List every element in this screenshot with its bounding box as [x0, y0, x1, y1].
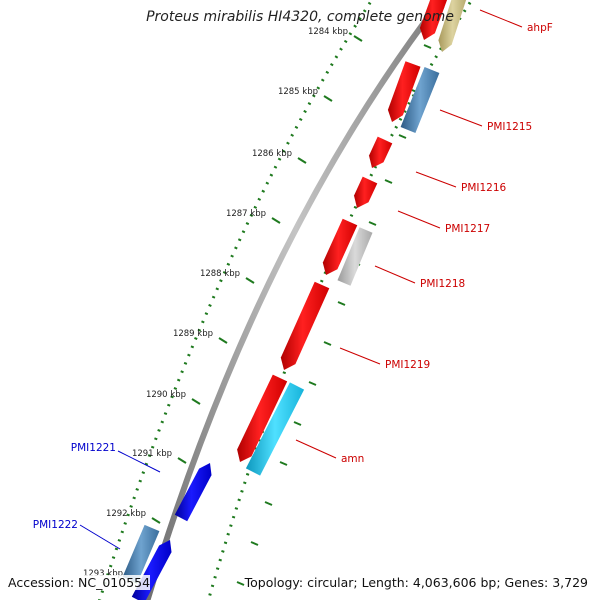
- leader-line: [415, 171, 457, 188]
- leader-line: [479, 9, 523, 28]
- gene-PMI1221: [174, 463, 212, 522]
- minor-tick: [293, 421, 302, 426]
- genome-backbone: [144, 0, 445, 600]
- gene-label: PMI1221: [71, 442, 116, 454]
- gene-PMI1217: [354, 176, 378, 208]
- minor-tick: [279, 461, 288, 466]
- gene-ahpF: [438, 0, 467, 52]
- gene-label: PMI1216: [461, 182, 507, 194]
- minor-tick: [384, 179, 393, 184]
- tick-label: 1285 kbp: [278, 87, 318, 97]
- gene-PMI1216: [369, 136, 393, 168]
- tick-label: 1286 kbp: [252, 149, 292, 159]
- minor-tick: [368, 221, 377, 226]
- gene-label: PMI1222: [33, 519, 78, 531]
- gene-label: PMI1217: [445, 223, 490, 235]
- tick-mark: [151, 517, 161, 524]
- gene-PMI1218: [337, 227, 373, 286]
- map-title: Proteus mirabilis HI4320, complete genom…: [146, 9, 454, 25]
- tick-label: 1289 kbp: [173, 329, 213, 339]
- tick-label: 1290 kbp: [146, 390, 186, 400]
- tick-label: 1292 kbp: [106, 509, 146, 519]
- genome-summary: Topology: circular; Length: 4,063,606 bp…: [244, 575, 588, 590]
- tick-mark: [191, 398, 201, 405]
- leader-line: [295, 439, 337, 459]
- gene-label: ahpF: [527, 22, 553, 34]
- minor-tick: [308, 381, 317, 386]
- gene-red-1220: [237, 374, 288, 462]
- tick-ring-inner: [206, 0, 474, 600]
- tick-label: 1288 kbp: [200, 269, 240, 279]
- minor-tick: [398, 134, 407, 139]
- leader-line: [117, 450, 161, 473]
- gene-label: PMI1218: [420, 278, 465, 290]
- gene-red-1214: [387, 61, 421, 122]
- tick-mark: [177, 457, 187, 464]
- minor-tick: [264, 501, 273, 506]
- tick-mark: [297, 157, 307, 164]
- tick-mark: [353, 35, 363, 42]
- label-layer: ahpF PMI1215 PMI1216 PMI1217 PMI1218 PMI1219 a…: [33, 9, 553, 550]
- tick-mark: [271, 217, 281, 224]
- gene-amn: [245, 382, 305, 476]
- gene-layer: [122, 0, 467, 600]
- gene-ahpF-neighbor: [419, 0, 448, 40]
- tick-mark: [245, 277, 255, 284]
- tick-mark: [323, 95, 333, 102]
- minor-tick: [337, 301, 346, 306]
- minor-tick: [323, 341, 332, 346]
- gene-label: PMI1215: [487, 121, 532, 133]
- minor-tick: [236, 581, 245, 586]
- gene-PMI1219: [280, 281, 330, 370]
- gene-PMI1222: [122, 524, 160, 584]
- gene-label: amn: [341, 453, 364, 465]
- leader-line: [79, 524, 121, 550]
- gene-PMI1215: [400, 67, 440, 133]
- tick-label: 1293 kbp: [83, 569, 123, 579]
- leader-line: [339, 347, 381, 365]
- accession-text: Accession: NC_010554: [8, 575, 151, 590]
- minor-tick: [423, 44, 432, 49]
- leader-line: [397, 210, 441, 229]
- gene-label: PMI1219: [385, 359, 430, 371]
- gene-red-1218: [322, 218, 358, 275]
- tick-label: 1291 kbp: [132, 449, 172, 459]
- minor-tick: [250, 541, 259, 546]
- leader-line: [374, 265, 416, 284]
- leader-line: [439, 109, 483, 127]
- tick-mark: [218, 337, 228, 344]
- tick-label: 1284 kbp: [308, 27, 348, 37]
- tick-label: 1287 kbp: [226, 209, 266, 219]
